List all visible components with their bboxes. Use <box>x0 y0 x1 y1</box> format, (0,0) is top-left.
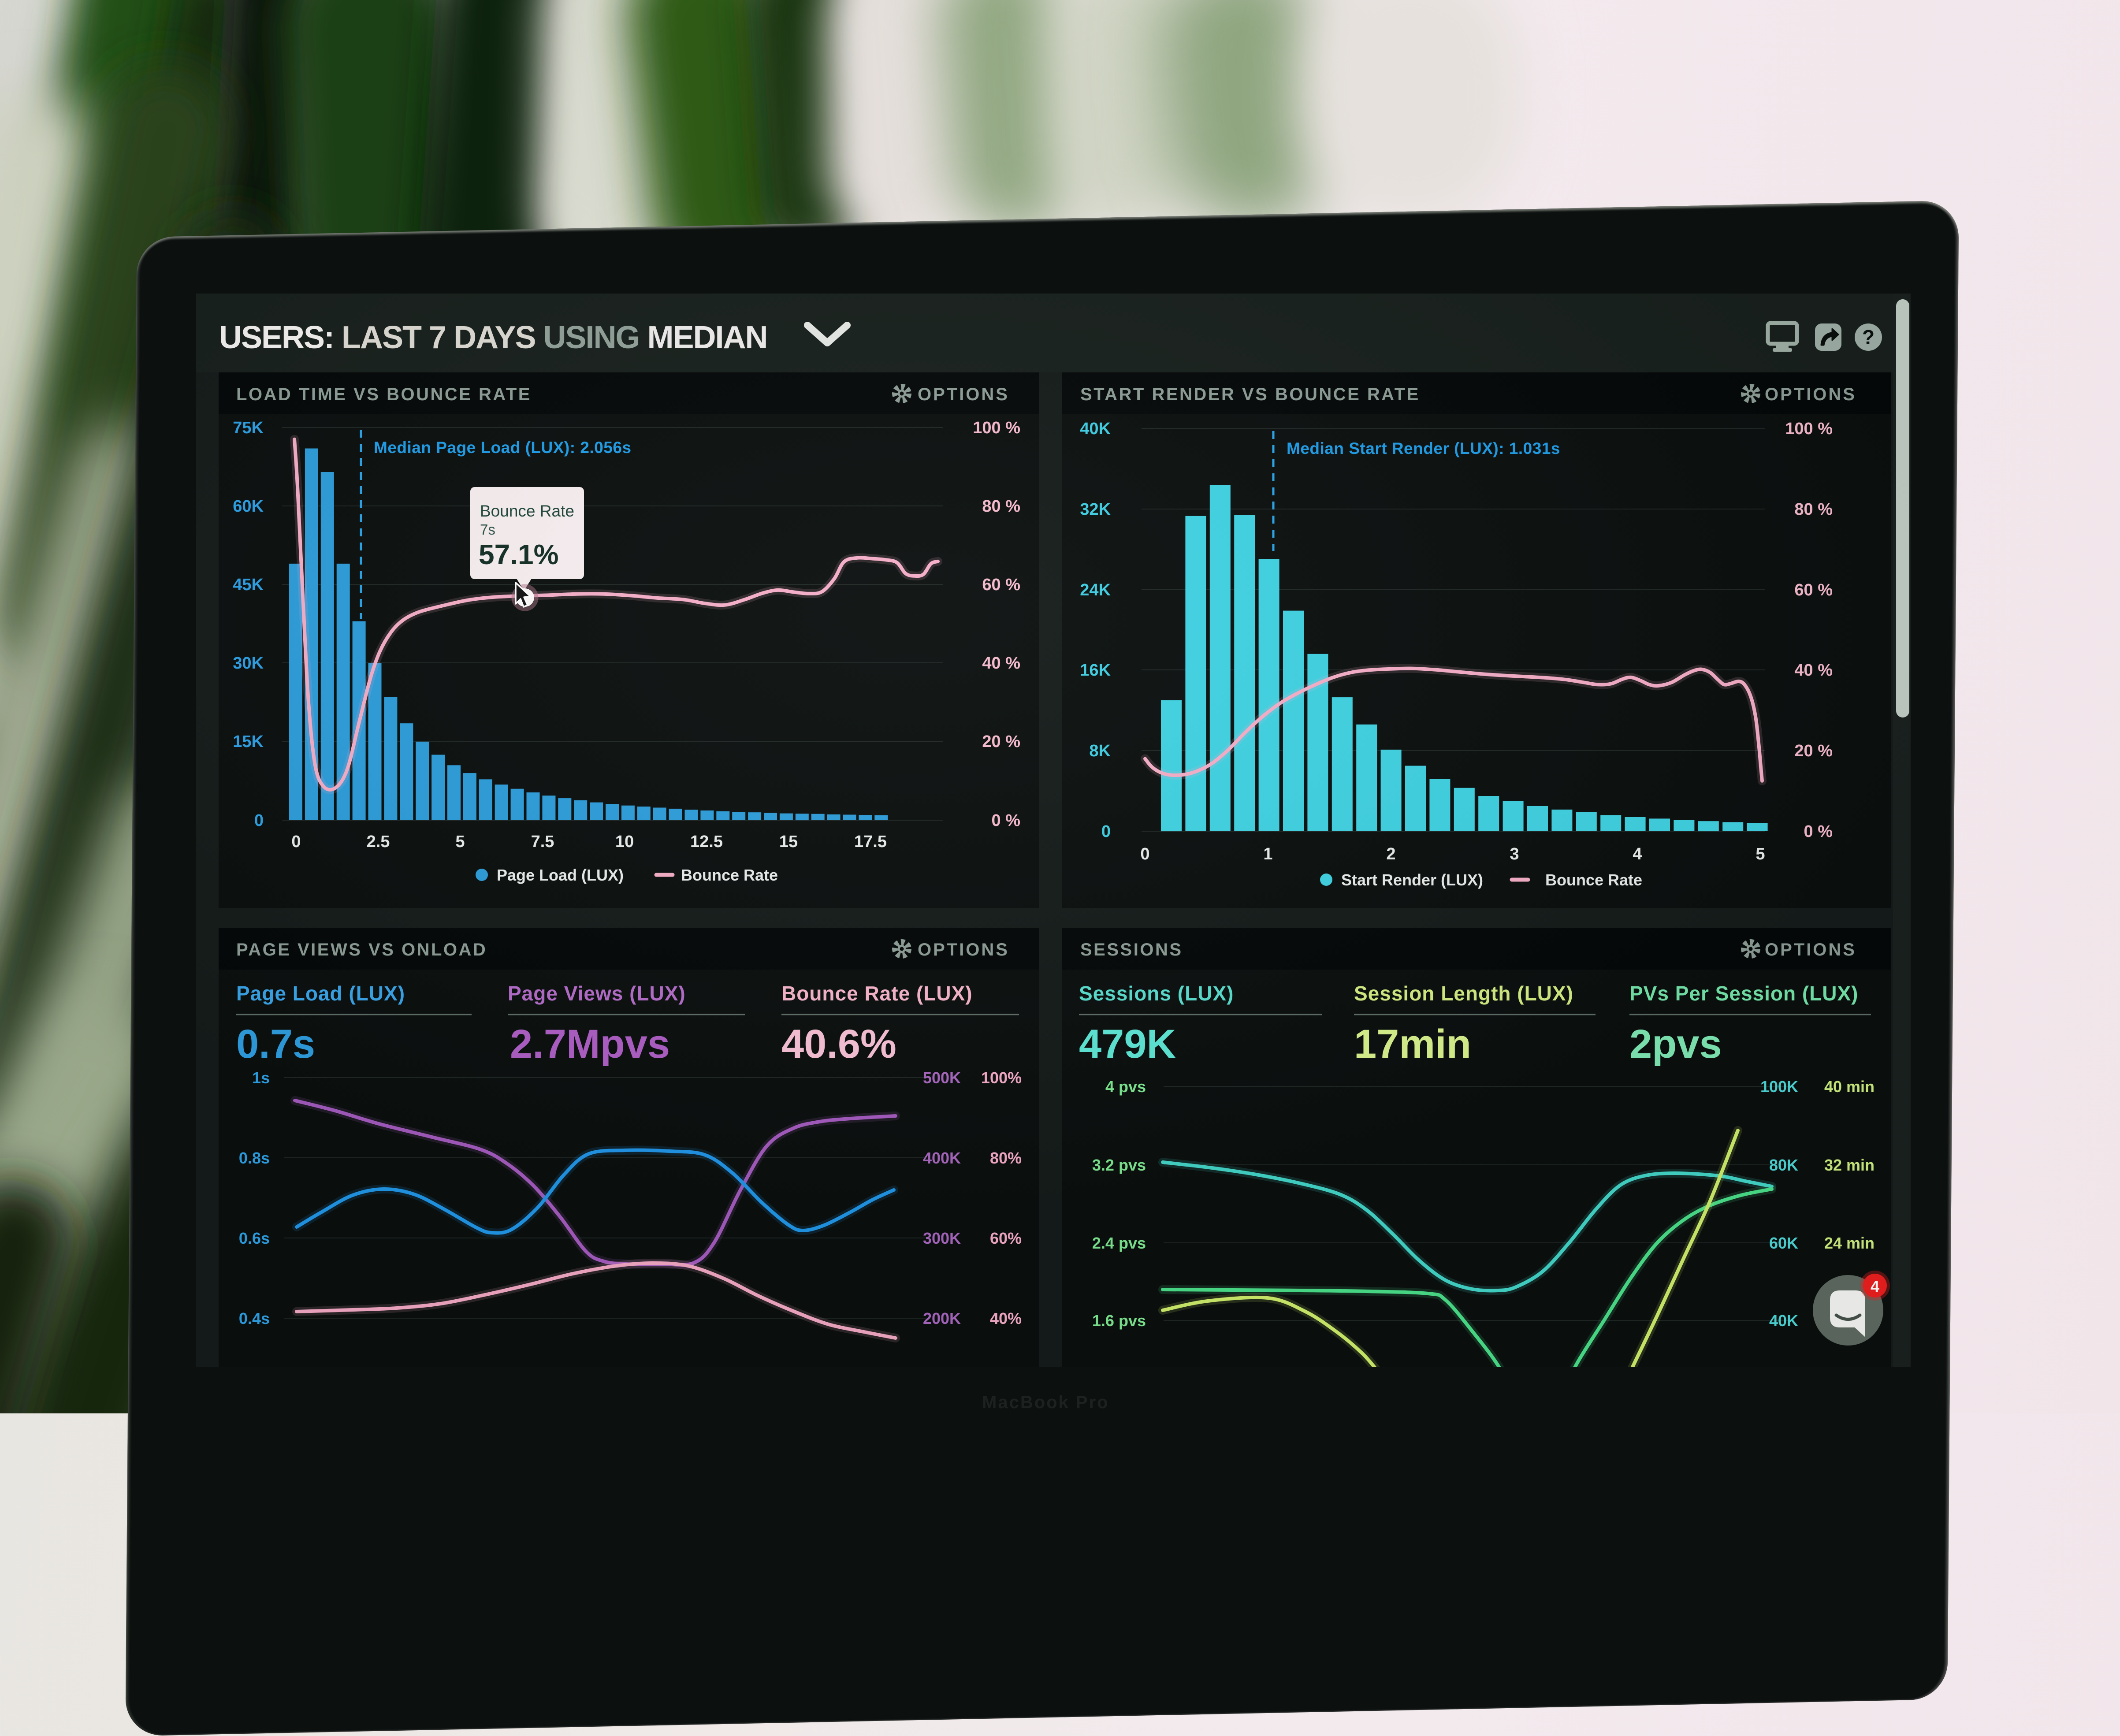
svg-text:8K: 8K <box>1089 742 1111 760</box>
svg-text:40K: 40K <box>1080 420 1111 438</box>
svg-text:80 %: 80 % <box>982 497 1020 516</box>
svg-text:OPTIONS: OPTIONS <box>918 940 1009 959</box>
svg-text:1s: 1s <box>252 1069 270 1087</box>
svg-text:USERS: LAST 7 DAYS USING MEDIA: USERS: LAST 7 DAYS USING MEDIAN <box>219 320 767 355</box>
svg-text:40 %: 40 % <box>1794 661 1833 680</box>
svg-text:START RENDER VS BOUNCE RATE: START RENDER VS BOUNCE RATE <box>1080 385 1420 404</box>
svg-text:Bounce Rate: Bounce Rate <box>681 866 778 884</box>
svg-text:0.4s: 0.4s <box>239 1309 270 1327</box>
svg-text:17min: 17min <box>1354 1022 1471 1067</box>
svg-text:60%: 60% <box>990 1229 1022 1247</box>
svg-text:5: 5 <box>1756 845 1765 863</box>
svg-text:4 pvs: 4 pvs <box>1105 1078 1146 1096</box>
svg-text:60K: 60K <box>1769 1234 1798 1252</box>
svg-text:0.7s: 0.7s <box>236 1022 315 1067</box>
svg-text:80 %: 80 % <box>1794 500 1833 519</box>
svg-text:80%: 80% <box>990 1149 1022 1167</box>
svg-text:Bounce Rate: Bounce Rate <box>1545 871 1642 889</box>
svg-text:PVs Per Session (LUX): PVs Per Session (LUX) <box>1629 982 1859 1005</box>
svg-text:100 %: 100 % <box>1785 420 1833 438</box>
svg-text:1: 1 <box>1263 845 1272 863</box>
svg-text:0: 0 <box>254 811 264 830</box>
svg-text:0: 0 <box>291 833 301 851</box>
svg-text:SESSIONS: SESSIONS <box>1080 940 1183 959</box>
svg-text:Start Render (LUX): Start Render (LUX) <box>1341 871 1483 889</box>
svg-text:200K: 200K <box>923 1309 961 1327</box>
svg-text:20 %: 20 % <box>982 732 1020 751</box>
svg-text:100%: 100% <box>981 1069 1022 1087</box>
svg-text:80K: 80K <box>1769 1156 1798 1174</box>
svg-text:15K: 15K <box>233 732 264 751</box>
svg-text:75K: 75K <box>233 419 264 437</box>
svg-text:3: 3 <box>1510 845 1519 863</box>
svg-text:0 %: 0 % <box>1804 822 1833 841</box>
svg-text:20 %: 20 % <box>1794 742 1833 760</box>
svg-text:40%: 40% <box>990 1309 1022 1327</box>
svg-text:40.6%: 40.6% <box>781 1022 896 1067</box>
svg-text:32 min: 32 min <box>1824 1156 1875 1174</box>
svg-text:OPTIONS: OPTIONS <box>918 385 1009 404</box>
svg-text:4: 4 <box>1633 845 1642 863</box>
svg-text:0: 0 <box>1140 845 1149 863</box>
svg-text:7.5: 7.5 <box>531 833 554 851</box>
svg-text:2.4 pvs: 2.4 pvs <box>1092 1234 1146 1252</box>
svg-text:7s: 7s <box>480 521 495 538</box>
svg-text:Sessions (LUX): Sessions (LUX) <box>1079 982 1234 1005</box>
svg-text:0.8s: 0.8s <box>239 1149 270 1167</box>
svg-text:57.1%: 57.1% <box>479 539 558 570</box>
svg-text:0 %: 0 % <box>992 811 1020 830</box>
svg-text:Median Page Load (LUX): 2.056s: Median Page Load (LUX): 2.056s <box>374 439 632 457</box>
svg-text:500K: 500K <box>923 1069 961 1087</box>
svg-text:Session Length (LUX): Session Length (LUX) <box>1354 982 1573 1005</box>
svg-text:60 %: 60 % <box>982 576 1020 594</box>
svg-text:2.7Mpvs: 2.7Mpvs <box>510 1022 670 1067</box>
svg-text:Median Start Render (LUX): 1.0: Median Start Render (LUX): 1.031s <box>1287 439 1560 457</box>
svg-text:479K: 479K <box>1079 1022 1176 1067</box>
svg-text:?: ? <box>1862 326 1875 349</box>
svg-text:100 %: 100 % <box>973 419 1020 437</box>
svg-text:Page Load (LUX): Page Load (LUX) <box>497 866 624 884</box>
svg-text:PAGE VIEWS VS ONLOAD: PAGE VIEWS VS ONLOAD <box>236 940 487 959</box>
svg-text:Page Views (LUX): Page Views (LUX) <box>508 982 686 1005</box>
svg-text:Bounce Rate: Bounce Rate <box>480 502 574 520</box>
svg-text:Bounce Rate (LUX): Bounce Rate (LUX) <box>781 982 973 1005</box>
svg-text:100K: 100K <box>1760 1078 1798 1096</box>
svg-text:60 %: 60 % <box>1794 581 1833 599</box>
svg-text:10: 10 <box>615 833 634 851</box>
svg-text:16K: 16K <box>1080 661 1111 680</box>
svg-text:OPTIONS: OPTIONS <box>1765 385 1856 404</box>
svg-text:LOAD TIME VS BOUNCE RATE: LOAD TIME VS BOUNCE RATE <box>236 385 532 404</box>
svg-text:5: 5 <box>455 833 465 851</box>
svg-text:40 %: 40 % <box>982 654 1020 673</box>
svg-text:300K: 300K <box>923 1229 961 1247</box>
svg-text:12.5: 12.5 <box>690 833 723 851</box>
svg-text:45K: 45K <box>233 576 264 594</box>
svg-text:2.5: 2.5 <box>367 833 390 851</box>
svg-text:15: 15 <box>779 833 798 851</box>
svg-text:40K: 40K <box>1769 1312 1798 1330</box>
svg-text:4: 4 <box>1871 1277 1879 1295</box>
svg-text:400K: 400K <box>923 1149 961 1167</box>
svg-text:17.5: 17.5 <box>854 833 887 851</box>
svg-text:24 min: 24 min <box>1824 1234 1875 1252</box>
svg-text:Page Load (LUX): Page Load (LUX) <box>236 982 405 1005</box>
svg-text:24K: 24K <box>1080 581 1111 599</box>
svg-text:0: 0 <box>1101 822 1111 841</box>
svg-text:0.6s: 0.6s <box>239 1229 270 1247</box>
svg-text:2pvs: 2pvs <box>1629 1022 1722 1067</box>
svg-text:60K: 60K <box>233 497 264 516</box>
svg-text:32K: 32K <box>1080 500 1111 519</box>
svg-text:30K: 30K <box>233 654 264 673</box>
svg-text:40 min: 40 min <box>1824 1078 1875 1096</box>
svg-text:OPTIONS: OPTIONS <box>1765 940 1856 959</box>
svg-text:3.2 pvs: 3.2 pvs <box>1092 1156 1146 1174</box>
svg-text:2: 2 <box>1386 845 1395 863</box>
svg-text:1.6 pvs: 1.6 pvs <box>1092 1312 1146 1330</box>
